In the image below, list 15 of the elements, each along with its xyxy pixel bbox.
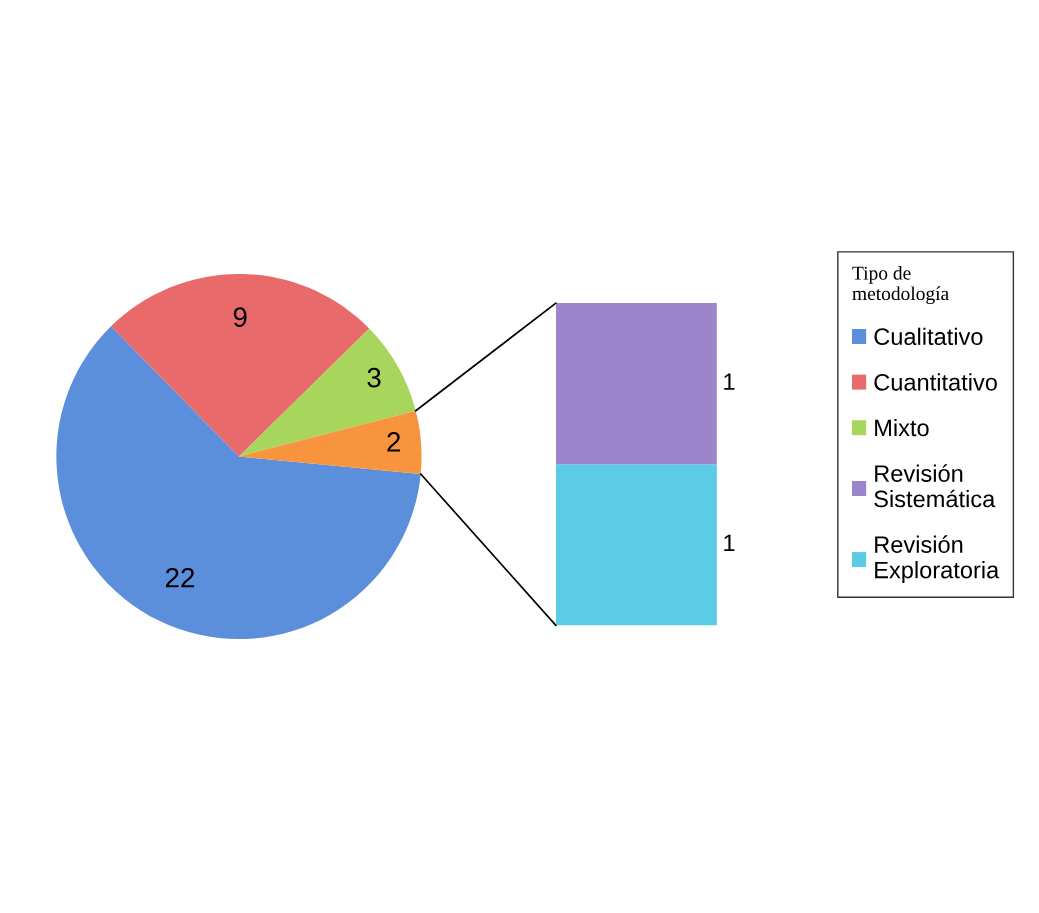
data-label: 22 <box>165 567 195 588</box>
legend-label: Cualitativo <box>874 327 983 346</box>
data-label: 2 <box>387 432 401 452</box>
legend-label: Mixto <box>875 418 929 437</box>
legend-title: Tipo de metodología <box>852 266 949 305</box>
data-label: 1 <box>724 373 735 390</box>
data-label: 1 <box>724 534 735 551</box>
legend-label: Revisión Sistemática <box>874 464 996 508</box>
data-label: 9 <box>233 307 247 328</box>
legend-label: Revisión Exploratoria <box>875 535 1000 584</box>
data-label: 3 <box>367 367 381 388</box>
legend-label: Cuantitativo <box>874 373 997 391</box>
pie-slice <box>238 410 422 474</box>
pie-slice <box>238 328 416 457</box>
pie-slice <box>56 326 421 640</box>
